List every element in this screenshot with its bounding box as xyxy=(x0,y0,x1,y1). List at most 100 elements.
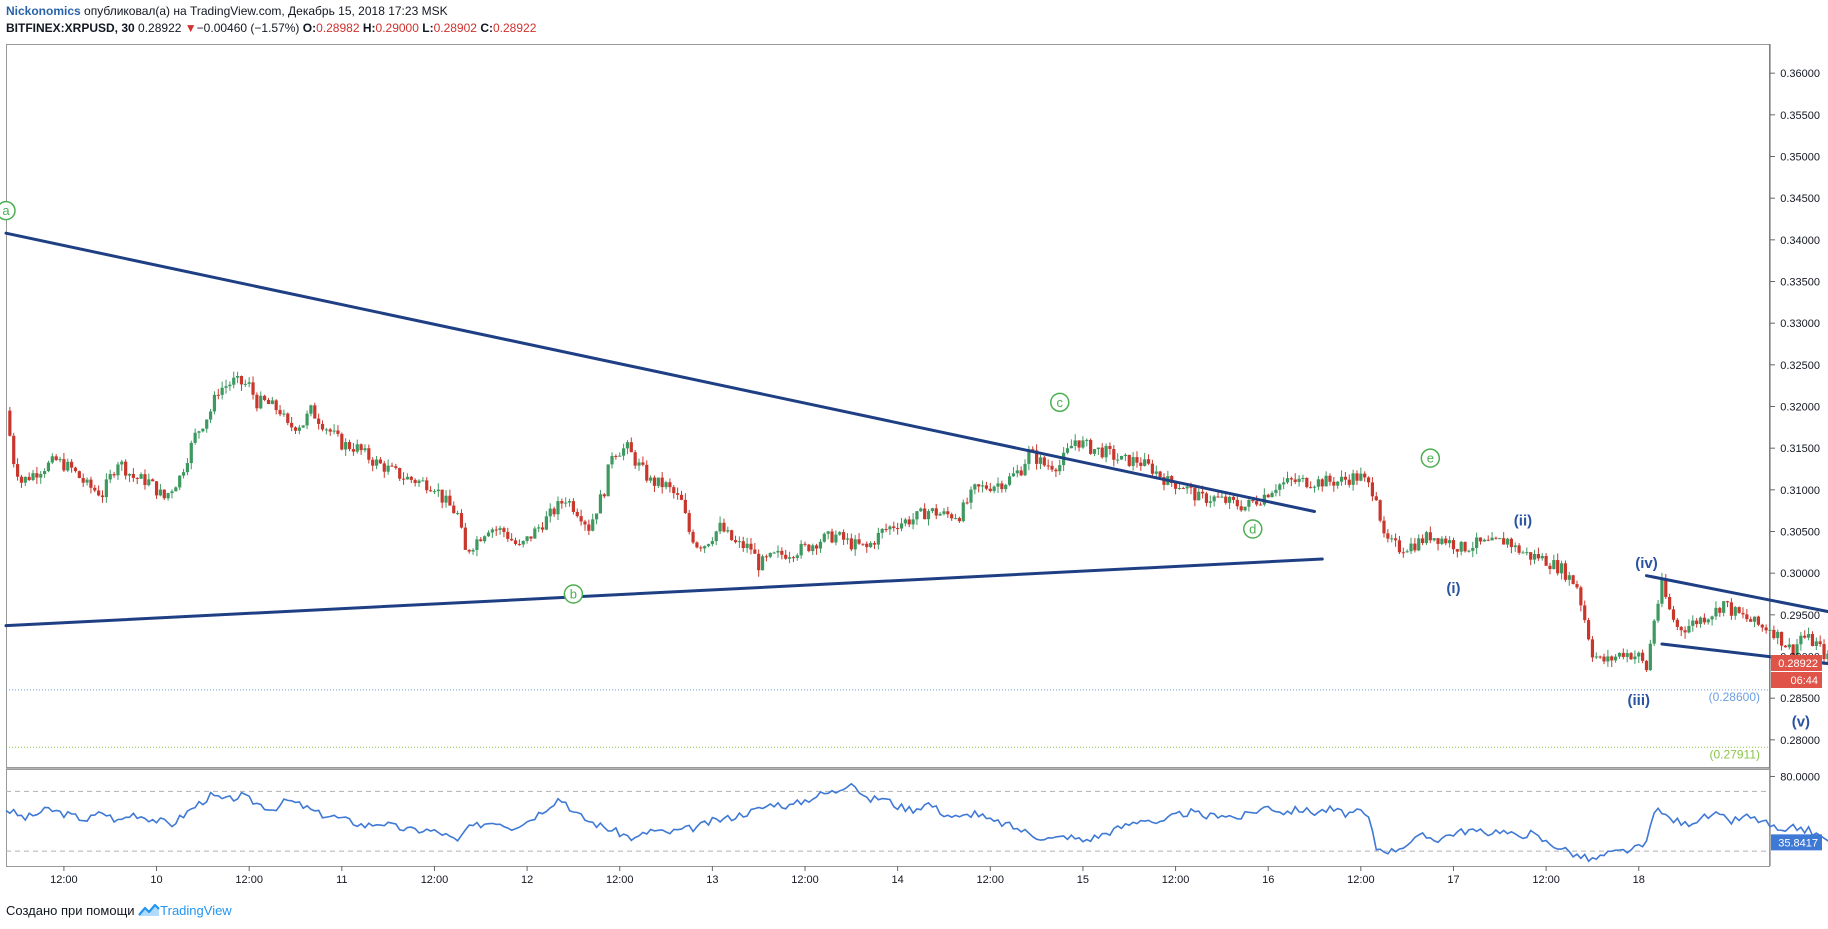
candle-body-92 xyxy=(363,448,367,451)
candle-body-411 xyxy=(1594,656,1598,658)
candle-body-265 xyxy=(1031,449,1035,451)
candle-body-445 xyxy=(1725,601,1730,603)
price-tick-label-5: 0.33500 xyxy=(1780,277,1820,289)
candle-body-72 xyxy=(286,413,290,423)
candle-body-223 xyxy=(869,543,873,548)
tradingview-brand[interactable]: TradingView xyxy=(160,903,232,918)
candle-body-171 xyxy=(668,482,672,488)
candle-body-35 xyxy=(143,474,147,486)
candle-body-204 xyxy=(795,555,799,558)
candle-body-129 xyxy=(506,531,510,539)
candle-body-353 xyxy=(1370,482,1375,497)
level-label-1: (0.28600) xyxy=(1709,690,1760,704)
candle-body-258 xyxy=(1004,484,1008,490)
candle-body-451 xyxy=(1749,619,1753,622)
candle-body-212 xyxy=(826,531,830,534)
candle-body-84 xyxy=(332,430,336,432)
candle-body-28 xyxy=(116,464,120,476)
candle-body-402 xyxy=(1559,563,1564,574)
candle-body-126 xyxy=(494,529,498,531)
last-price-badge-bg xyxy=(1771,655,1822,671)
time-axis[interactable]: 12:00 10 12:00 11 12:00 12 12:00 13 12:00 14 12:00… xyxy=(50,866,1645,886)
trendline-lower-triangle[interactable] xyxy=(4,557,1324,628)
candle-body-324 xyxy=(1258,504,1263,506)
candle-body-380 xyxy=(1475,537,1479,549)
candle-body-294 xyxy=(1143,459,1147,466)
candle-body-336 xyxy=(1305,477,1309,488)
candle-body-331 xyxy=(1285,478,1290,483)
candle-body-366 xyxy=(1421,538,1425,544)
candle-body-59 xyxy=(235,376,240,378)
candle-body-340 xyxy=(1320,479,1324,487)
candle-body-31 xyxy=(127,473,132,476)
candle-body-242 xyxy=(942,511,946,514)
candle-body-391 xyxy=(1517,545,1521,553)
candle-body-269 xyxy=(1046,465,1050,467)
candle-body-186 xyxy=(726,530,730,532)
candle-body-362 xyxy=(1405,551,1409,553)
candle-body-350 xyxy=(1359,473,1363,481)
candle-body-231 xyxy=(899,523,904,529)
candle-body-369 xyxy=(1432,538,1436,541)
candle-body-356 xyxy=(1382,520,1386,534)
candle-body-341 xyxy=(1324,475,1328,487)
candle-body-4 xyxy=(23,476,27,483)
price-tick-label-7: 0.32500 xyxy=(1780,360,1820,372)
candle-body-117 xyxy=(459,513,464,528)
candle-body-165 xyxy=(645,464,649,481)
trendlines[interactable] xyxy=(4,231,1828,674)
price-tick-label-12: 0.30000 xyxy=(1780,568,1820,580)
candle-body-110 xyxy=(432,491,437,493)
candle-body-158 xyxy=(618,455,622,457)
wave-label-c: c xyxy=(1057,395,1064,410)
candle-body-462 xyxy=(1791,644,1795,659)
candle-body-410 xyxy=(1590,639,1595,658)
candle-body-75 xyxy=(297,427,301,431)
candle-body-180 xyxy=(703,546,707,549)
candle-body-147 xyxy=(575,511,579,517)
candle-body-103 xyxy=(405,476,410,480)
time-tick-label-16: 12:00 xyxy=(1532,874,1560,886)
candle-body-245 xyxy=(953,518,958,520)
price-change: −0.00460 (−1.57%) xyxy=(196,21,300,35)
candle-body-208 xyxy=(811,545,815,552)
candle-body-41 xyxy=(166,493,170,499)
candle-body-178 xyxy=(695,542,699,548)
candle-body-213 xyxy=(830,531,834,543)
candle-body-436 xyxy=(1691,620,1695,626)
candle-body-82 xyxy=(324,429,328,431)
tradingview-logo-icon xyxy=(138,903,160,916)
candle-body-159 xyxy=(621,448,626,456)
candle-body-394 xyxy=(1529,552,1533,560)
candle-body-150 xyxy=(587,524,591,531)
candle-body-26 xyxy=(108,474,112,480)
candle-body-257 xyxy=(1000,483,1004,490)
candle-body-89 xyxy=(351,449,355,452)
candle-body-145 xyxy=(567,501,572,503)
candle-body-405 xyxy=(1571,575,1575,585)
candle-body-13 xyxy=(58,459,62,461)
candle-body-359 xyxy=(1393,538,1398,541)
candle-body-310 xyxy=(1204,493,1209,503)
candle-body-330 xyxy=(1282,482,1286,485)
high-value: 0.29000 xyxy=(375,21,419,35)
candle-body-2 xyxy=(15,464,20,477)
candle-body-422 xyxy=(1637,652,1641,657)
time-tick-label-12: 12:00 xyxy=(1162,874,1190,886)
candle-body-460 xyxy=(1783,645,1788,648)
candle-body-1 xyxy=(12,435,16,465)
candle-body-447 xyxy=(1733,607,1737,616)
candle-body-407 xyxy=(1579,587,1583,606)
time-tick-label-13: 16 xyxy=(1262,874,1274,886)
candle-body-284 xyxy=(1104,445,1108,458)
author-name[interactable]: Nickonomics xyxy=(6,4,81,18)
candle-body-135 xyxy=(529,536,533,539)
close-value: 0.28922 xyxy=(492,21,537,35)
trendline-upper-triangle[interactable] xyxy=(4,231,1317,513)
trendline-wedge-upper[interactable] xyxy=(1644,574,1828,631)
candle-body-50 xyxy=(201,428,205,432)
candle-body-374 xyxy=(1451,540,1456,550)
candle-body-418 xyxy=(1621,652,1625,657)
candle-body-372 xyxy=(1444,538,1448,544)
